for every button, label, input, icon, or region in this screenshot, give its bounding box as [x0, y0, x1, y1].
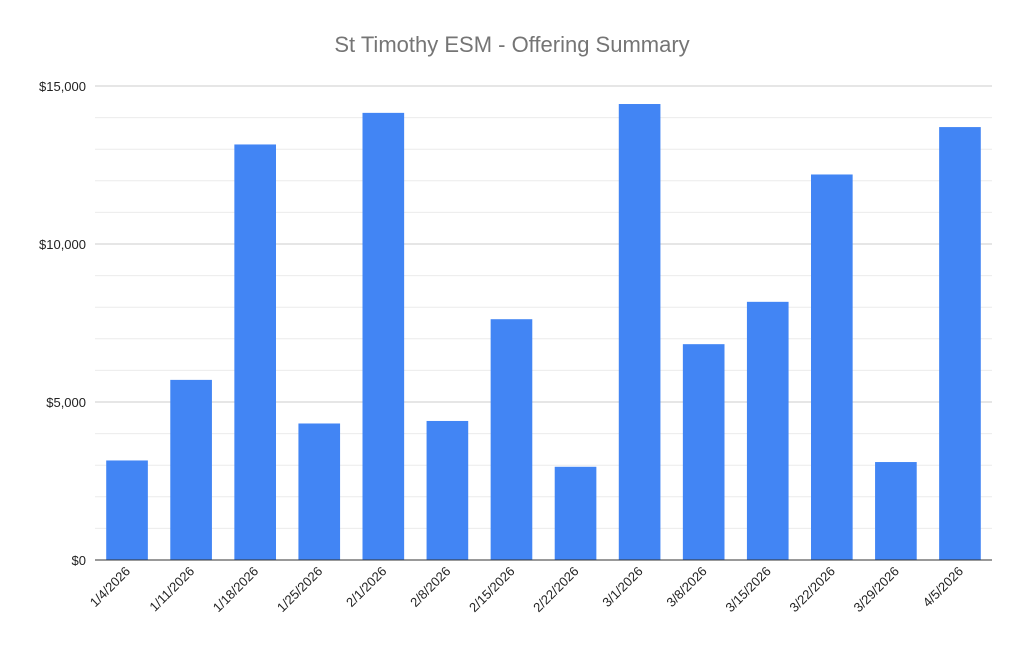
bar — [939, 127, 981, 560]
x-tick-label: 3/8/2026 — [663, 564, 709, 610]
x-tick-label: 4/5/2026 — [920, 564, 966, 610]
bars — [106, 104, 981, 561]
bar — [106, 460, 148, 560]
bar — [490, 319, 533, 560]
x-tick-label: 3/22/2026 — [786, 564, 838, 616]
y-axis-ticks: $0 $5,000 $10,000 $15,000 — [39, 79, 86, 568]
x-tick-label: 1/18/2026 — [210, 564, 262, 616]
bar — [810, 174, 853, 561]
x-tick-label: 3/1/2026 — [599, 564, 645, 610]
bar — [554, 466, 597, 560]
x-tick-label: 3/15/2026 — [722, 564, 774, 616]
x-tick-label: 2/22/2026 — [530, 564, 582, 616]
x-tick-label: 1/11/2026 — [146, 564, 197, 615]
bar — [362, 112, 405, 561]
grid-lines — [95, 85, 992, 529]
x-tick-label: 1/4/2026 — [87, 564, 133, 610]
bar — [234, 144, 277, 560]
y-tick-label: $10,000 — [39, 237, 86, 252]
x-tick-label: 1/25/2026 — [274, 564, 326, 616]
y-tick-label: $15,000 — [39, 79, 86, 94]
x-tick-label: 2/1/2026 — [343, 564, 389, 610]
bar — [875, 462, 917, 560]
bar — [682, 344, 725, 560]
x-tick-label: 2/8/2026 — [407, 564, 453, 610]
bar — [298, 423, 341, 560]
y-tick-label: $5,000 — [46, 395, 86, 410]
chart-title: St Timothy ESM - Offering Summary — [334, 32, 689, 57]
bar — [746, 301, 789, 560]
x-axis-ticks: 1/4/2026 1/11/2026 1/18/2026 1/25/2026 2/1/2… — [87, 564, 966, 616]
y-tick-label: $0 — [72, 553, 86, 568]
x-tick-label: 2/15/2026 — [466, 564, 518, 616]
bar — [618, 104, 661, 561]
x-tick-label: 3/29/2026 — [851, 564, 903, 616]
bar — [170, 379, 212, 560]
bar — [426, 420, 469, 560]
